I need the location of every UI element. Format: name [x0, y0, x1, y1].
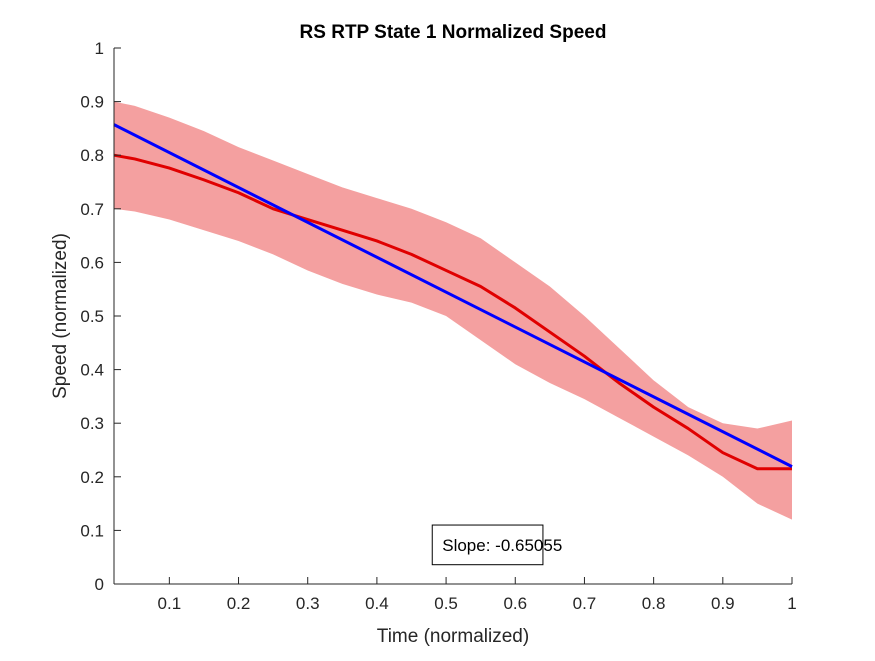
y-tick-label: 0.4	[80, 361, 104, 380]
slope-annotation-box	[431, 524, 544, 566]
x-tick-label: 0.7	[573, 594, 597, 613]
fit-line	[113, 123, 793, 468]
band-area	[114, 101, 792, 520]
x-axis-label: Time (normalized)	[377, 626, 529, 647]
y-tick-label: 1	[95, 39, 104, 58]
y-tick-label: 0.9	[80, 93, 104, 112]
x-tick-label: 0.6	[503, 594, 527, 613]
y-tick-label: 0.3	[80, 414, 104, 433]
band-layer	[114, 101, 792, 520]
x-tick-label: 0.1	[158, 594, 182, 613]
y-tick-label: 0	[95, 575, 104, 594]
y-tick-label: 0.1	[80, 521, 104, 540]
y-tick-label: 0.6	[80, 253, 104, 272]
annotation-layer: Slope: -0.65055	[431, 524, 562, 566]
mean-line	[113, 153, 792, 471]
y-axis-label: Speed (normalized)	[50, 233, 71, 399]
x-tick-label: 1	[787, 594, 796, 613]
line-layer	[113, 123, 793, 471]
x-tick-label: 0.3	[296, 594, 320, 613]
slope-annotation-text: Slope: -0.65055	[442, 536, 562, 555]
x-tick-label: 0.9	[711, 594, 735, 613]
x-tick-label: 0.5	[434, 594, 458, 613]
tick-layer: 0.1 0.2 0.3 0.4 0.5 0.6 0.7 0.8 0.9 1 0 0.1 0.2 0.3 0.…	[80, 39, 796, 613]
x-tick-label: 0.2	[227, 594, 251, 613]
y-tick-label: 0.7	[80, 200, 104, 219]
chart-title: RS RTP State 1 Normalized Speed	[300, 22, 607, 43]
x-tick-label: 0.4	[365, 594, 389, 613]
y-tick-label: 0.5	[80, 307, 104, 326]
y-tick-label: 0.8	[80, 146, 104, 165]
x-tick-label: 0.8	[642, 594, 666, 613]
y-tick-label: 0.2	[80, 468, 104, 487]
